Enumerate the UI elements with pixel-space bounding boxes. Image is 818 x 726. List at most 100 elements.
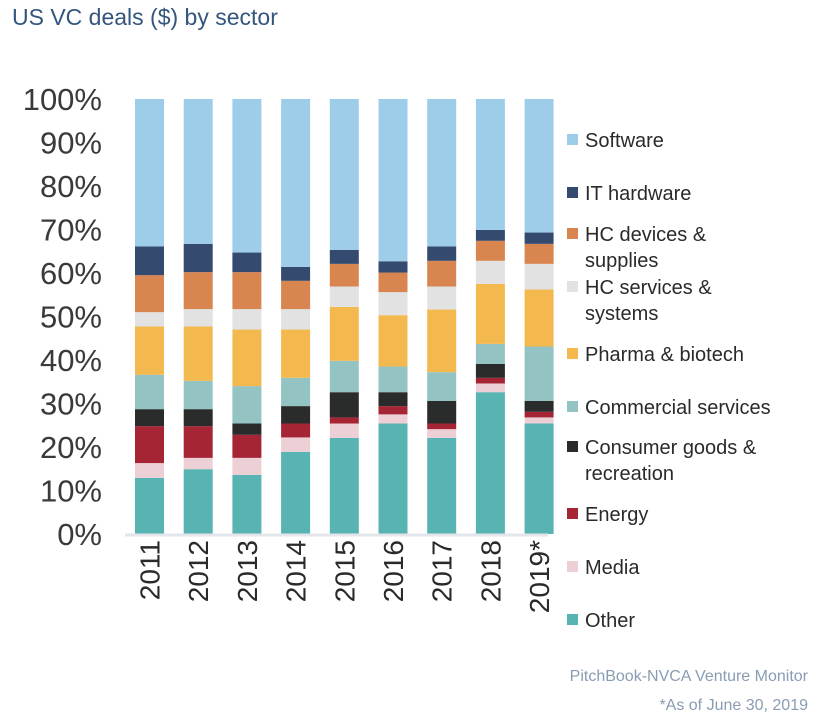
bar-segment [427, 286, 457, 310]
bar-segment [135, 99, 164, 247]
legend-label: Software [585, 130, 664, 152]
bar-segment [135, 409, 164, 427]
bar-segment [378, 406, 408, 415]
y-tick-label: 80% [40, 169, 102, 204]
bar-segment [378, 414, 408, 424]
bar-segment [524, 232, 554, 244]
bar-segment [135, 312, 164, 327]
source-note: PitchBook-NVCA Venture Monitor [569, 668, 808, 685]
bar-segment [329, 360, 359, 393]
bar-segment [378, 292, 408, 316]
bar-segment [135, 326, 164, 375]
bar-segment [427, 260, 457, 287]
bar-segment [427, 423, 457, 430]
bar-segment [232, 99, 262, 253]
bar-segment [232, 272, 262, 310]
bar-segment [183, 409, 213, 427]
x-tick-label: 2015 [329, 540, 360, 602]
bar-segment [475, 377, 505, 384]
y-tick-label: 50% [40, 300, 102, 335]
bar-segment [183, 457, 213, 470]
x-tick-label: 2016 [378, 540, 409, 602]
bar-segment [232, 386, 262, 424]
bar-segment [183, 99, 213, 244]
bar-segment [329, 392, 359, 418]
bar-segment [281, 99, 311, 267]
bar-segment [183, 243, 213, 273]
x-tick-label: 2018 [475, 540, 506, 602]
bar-segment [329, 437, 359, 534]
bar-segment [281, 451, 311, 534]
bar-segment [281, 437, 311, 452]
legend-label: Pharma & biotech [585, 344, 744, 366]
bar-segment [475, 260, 505, 284]
bar-segment [232, 457, 262, 475]
bar-segment [135, 275, 164, 313]
bar-segment [183, 272, 213, 310]
bar-segment [378, 423, 408, 534]
legend-label: Media [585, 557, 640, 579]
bar-segment [475, 99, 505, 230]
legend-label: supplies [585, 250, 658, 272]
bar-segment [329, 99, 359, 250]
y-tick-label: 20% [40, 430, 102, 465]
y-tick-label: 70% [40, 213, 102, 248]
bar-segment [183, 426, 213, 458]
legend-swatch [567, 508, 578, 519]
bar-segment [135, 246, 164, 276]
bar-segment [232, 329, 262, 387]
bar-segment [475, 363, 505, 378]
bar-segment [475, 392, 505, 534]
legend-label: Commercial services [585, 397, 771, 419]
legend-label: Consumer goods & [585, 437, 757, 459]
legend-swatch [567, 614, 578, 625]
bar-segment [281, 329, 311, 378]
bar-segment [475, 383, 505, 393]
bar-segment [524, 423, 554, 534]
y-tick-label: 0% [57, 517, 102, 552]
bar-segment [183, 380, 213, 410]
bar-segment [281, 377, 311, 407]
bar-segment [183, 326, 213, 381]
bar-segment [281, 280, 311, 310]
legend-swatch [567, 401, 578, 412]
bar-segment [329, 263, 359, 287]
x-tick-label: 2017 [427, 540, 458, 602]
x-tick-label: 2014 [281, 540, 312, 602]
x-tick-label: 2012 [183, 540, 214, 602]
bar-segment [524, 400, 554, 412]
bar-segment [427, 429, 457, 438]
bar-segment [232, 252, 262, 273]
legend-swatch [567, 281, 578, 292]
legend-swatch [567, 348, 578, 359]
legend-swatch [567, 187, 578, 198]
legend-label: recreation [585, 463, 674, 485]
bar-segment [378, 315, 408, 367]
bar-segment [329, 306, 359, 361]
bar-segment [524, 243, 554, 264]
legend-label: HC services & [585, 277, 712, 299]
chart-title: US VC deals ($) by sector [12, 4, 278, 30]
bar-segment [281, 423, 311, 438]
bar-segment [524, 289, 554, 347]
bar-segment [135, 374, 164, 410]
bar-segment [329, 423, 359, 438]
legend-label: systems [585, 303, 658, 325]
bar-segment [427, 372, 457, 401]
bar-segment [475, 283, 505, 344]
bar-segment [329, 249, 359, 264]
legend-swatch [567, 228, 578, 239]
bar-segment [378, 272, 408, 293]
bar-segment [524, 346, 554, 401]
bar-segment [475, 343, 505, 364]
legend-swatch [567, 561, 578, 572]
bar-segment [524, 417, 554, 424]
bar-segment [329, 286, 359, 307]
legend-label: IT hardware [585, 183, 691, 205]
bar-segment [281, 406, 311, 424]
legend-swatch [567, 134, 578, 145]
legend-swatch [567, 441, 578, 452]
legend-label: HC devices & [585, 224, 707, 246]
legend-label: Energy [585, 504, 648, 526]
bar-segment [524, 263, 554, 290]
